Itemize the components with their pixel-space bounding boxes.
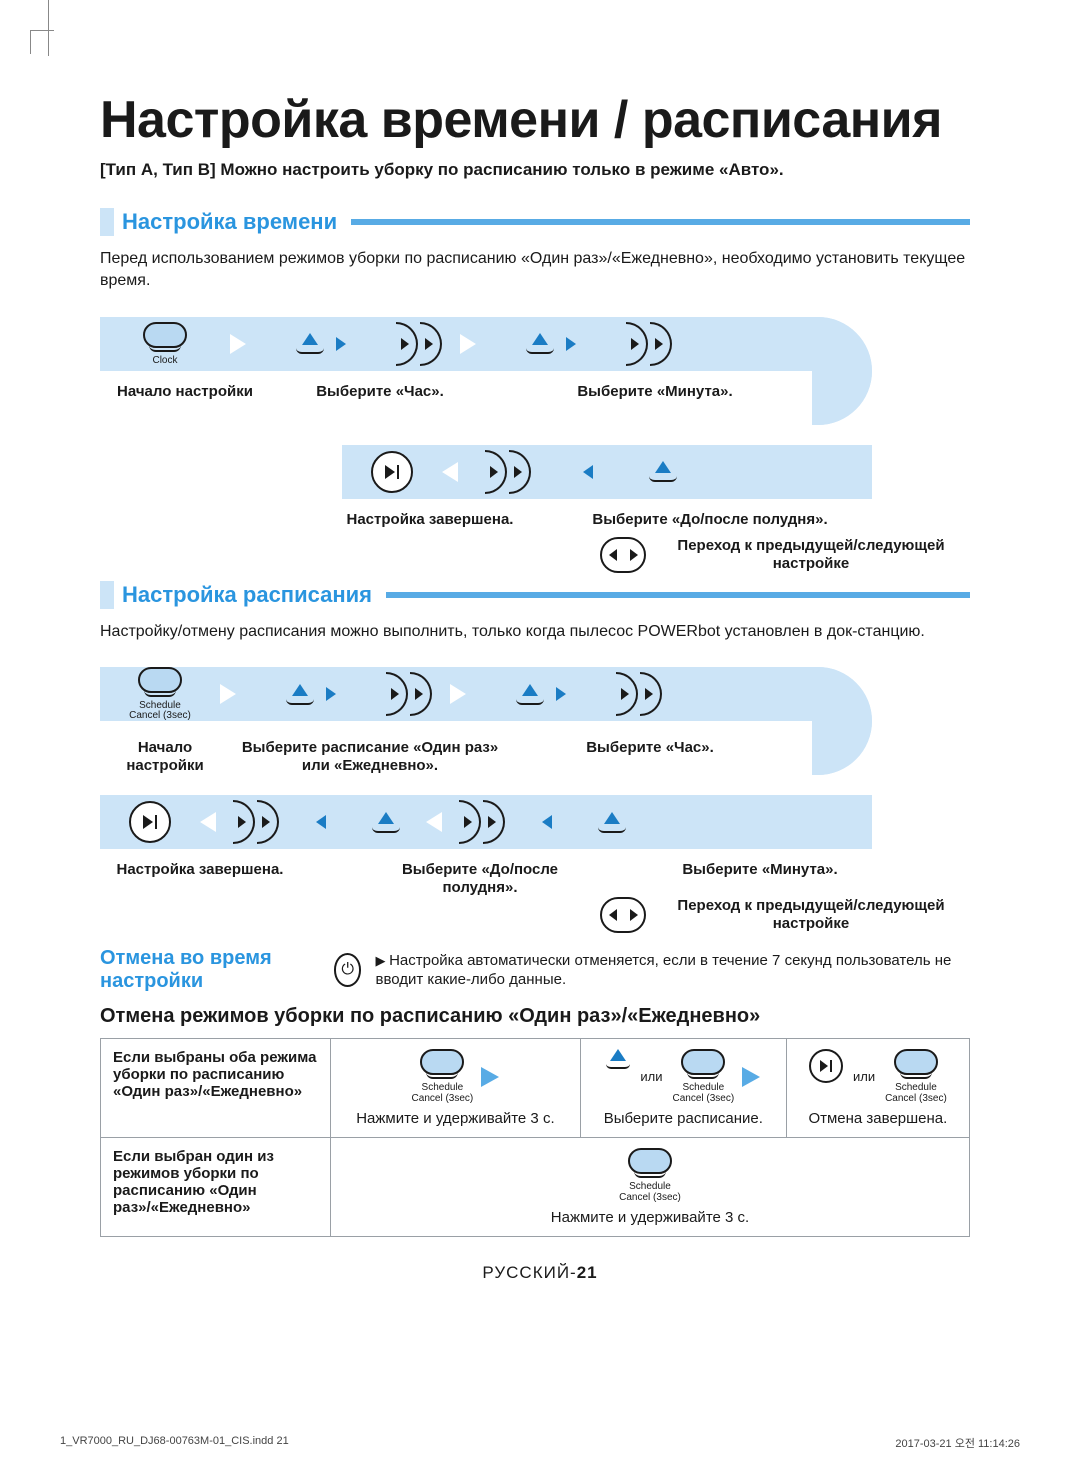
nav-prev-next-icon <box>600 537 646 573</box>
arrow-icon <box>742 1067 760 1087</box>
sched-step-start: Начало настройки <box>110 739 220 775</box>
play-triangle-icon <box>336 337 346 351</box>
cancel-row1-lead: Если выбраны оба режима уборки по распис… <box>101 1039 331 1138</box>
play-pause-icon <box>371 451 413 493</box>
file-meta-right: 2017-03-21 오전 11:14:26 <box>895 1435 1020 1451</box>
sched-step-minute: Выберите «Минута». <box>660 861 860 879</box>
cancel-during-setup-row: Отмена во время настройки ⏻ ▶ Настройка … <box>100 947 980 993</box>
nav-prev-next-icon <box>600 897 646 933</box>
power-icon: ⏻ <box>334 953 362 987</box>
arrow-icon <box>442 462 458 482</box>
nav-hint-row: Переход к предыдущей/следующей настройке <box>600 537 966 573</box>
arrow-icon <box>481 1067 499 1087</box>
time-step-done: Настройка завершена. <box>330 511 530 529</box>
remote-signal-icon <box>386 672 432 716</box>
cancel-row2-lead: Если выбран один из режимов уборки по ра… <box>101 1138 331 1237</box>
play-triangle-icon <box>316 815 326 829</box>
schedule-button-icon <box>628 1148 672 1174</box>
arrow-icon <box>460 334 476 354</box>
section-accent <box>100 208 114 236</box>
up-triangle-icon <box>302 333 318 345</box>
sched-step-done: Настройка завершена. <box>100 861 300 879</box>
schedule-button-icon <box>138 667 182 693</box>
up-triangle-icon <box>378 812 394 824</box>
file-meta-left: 1_VR7000_RU_DJ68-00763M-01_CIS.indd 21 <box>60 1435 289 1451</box>
section-time-header: Настройка времени <box>100 208 970 236</box>
arrow-icon <box>220 684 236 704</box>
cancel-row1-cell2: или ScheduleCancel (3sec) Выберите распи… <box>580 1039 786 1138</box>
section-schedule-header: Настройка расписания <box>100 581 970 609</box>
schedule-button-label: ScheduleCancel (3sec) <box>129 701 191 722</box>
up-triangle-icon <box>532 333 548 345</box>
schedule-flow-diagram: ScheduleCancel (3sec) Начало настройки В… <box>100 661 980 921</box>
cancel-table: Если выбраны оба режима уборки по распис… <box>100 1038 970 1237</box>
page-footer: РУССКИЙ-21 <box>100 1263 980 1283</box>
arrow-icon <box>230 334 246 354</box>
clock-button-label: Clock <box>152 356 177 367</box>
section-rule <box>386 592 970 598</box>
time-step-minute: Выберите «Минута». <box>560 383 750 401</box>
section-time-title: Настройка времени <box>122 209 337 235</box>
cancel-during-setup-title: Отмена во время настройки <box>100 947 320 993</box>
section-accent <box>100 581 114 609</box>
nav-hint-text: Переход к предыдущей/следующей настройке <box>656 537 966 573</box>
arrow-icon <box>450 684 466 704</box>
sched-step-hour: Выберите «Час». <box>560 739 740 757</box>
play-triangle-icon <box>542 815 552 829</box>
cancel-row1-cell3: или ScheduleCancel (3sec) Отмена заверше… <box>786 1039 969 1138</box>
sched-step-mode: Выберите расписание «Один раз» или «Ежед… <box>240 739 500 775</box>
arrow-icon <box>426 812 442 832</box>
up-triangle-icon <box>292 684 308 696</box>
section-time-desc: Перед использованием режимов уборки по р… <box>100 248 980 293</box>
file-meta-footer: 1_VR7000_RU_DJ68-00763M-01_CIS.indd 21 2… <box>60 1435 1020 1451</box>
remote-signal-icon <box>396 322 442 366</box>
play-triangle-icon <box>566 337 576 351</box>
schedule-button-icon <box>681 1049 725 1075</box>
schedule-button-icon <box>894 1049 938 1075</box>
play-pause-icon <box>129 801 171 843</box>
schedule-button-icon <box>420 1049 464 1075</box>
remote-signal-icon <box>485 450 531 494</box>
or-label: или <box>853 1069 875 1084</box>
time-step-start: Начало настройки <box>100 383 270 401</box>
clock-button-icon <box>143 322 187 348</box>
section-schedule-desc: Настройку/отмену расписания можно выполн… <box>100 621 980 643</box>
section-schedule-title: Настройка расписания <box>122 582 372 608</box>
play-pause-icon <box>809 1049 843 1083</box>
remote-signal-icon <box>626 322 672 366</box>
play-triangle-icon <box>326 687 336 701</box>
nav-hint-text: Переход к предыдущей/следующей настройке <box>656 897 966 933</box>
time-flow-diagram: Clock Начало настройки Выберите «Час». В… <box>100 311 980 571</box>
section-rule <box>351 219 970 225</box>
or-label: или <box>640 1069 662 1084</box>
cancel-row2-cell: ScheduleCancel (3sec) Нажмите и удержива… <box>331 1138 970 1237</box>
time-step-ampm: Выберите «До/после полудня». <box>580 511 840 529</box>
play-triangle-icon <box>583 465 593 479</box>
cancel-note: ▶ Настройка автоматически отменяется, ес… <box>375 951 980 990</box>
play-triangle-icon <box>556 687 566 701</box>
arrow-icon <box>200 812 216 832</box>
remote-signal-icon <box>233 800 279 844</box>
remote-signal-icon <box>616 672 662 716</box>
cancel-modes-subheading: Отмена режимов уборки по расписанию «Оди… <box>100 1005 980 1028</box>
page-subtitle: [Тип A, Тип B] Можно настроить уборку по… <box>100 160 980 180</box>
up-triangle-icon <box>522 684 538 696</box>
time-step-hour: Выберите «Час». <box>295 383 465 401</box>
sched-step-ampm: Выберите «До/после полудня». <box>380 861 580 897</box>
cancel-row1-cell1: ScheduleCancel (3sec) Нажмите и удержива… <box>331 1039 581 1138</box>
remote-signal-icon <box>459 800 505 844</box>
up-triangle-icon <box>604 812 620 824</box>
up-triangle-icon <box>610 1049 626 1061</box>
up-triangle-icon <box>655 461 671 473</box>
page-title: Настройка времени / расписания <box>100 90 980 150</box>
nav-hint-row: Переход к предыдущей/следующей настройке <box>600 897 966 933</box>
